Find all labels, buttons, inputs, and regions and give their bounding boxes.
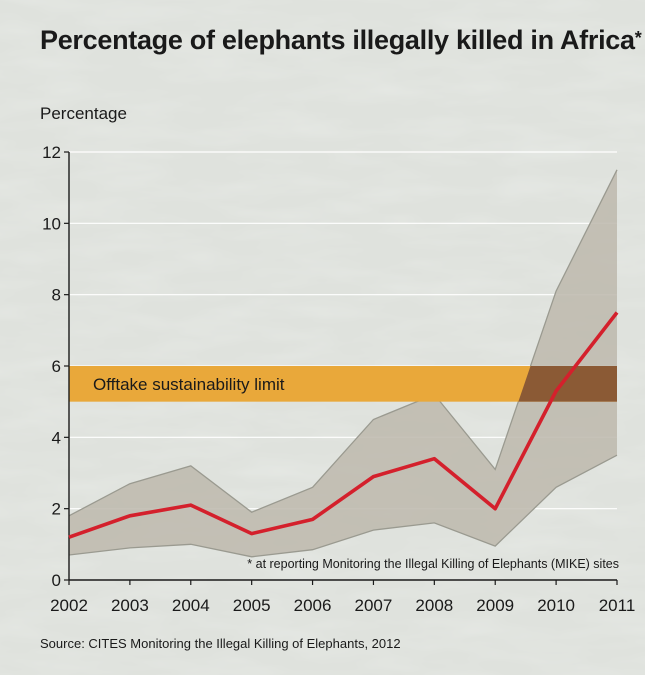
title-asterisk: * <box>634 28 642 48</box>
x-axis-ticks: 2002 2003 2004 2005 2006 2007 2008 2009 2010 2011 <box>50 580 635 615</box>
y-axis-ticks: 0 2 4 6 8 10 12 <box>42 143 69 590</box>
x-tick-label: 2006 <box>294 596 332 615</box>
x-tick-label: 2007 <box>355 596 393 615</box>
band-overlap-area <box>518 366 617 402</box>
y-tick-label: 2 <box>52 500 61 519</box>
x-tick-label: 2002 <box>50 596 88 615</box>
y-tick-label: 4 <box>52 428 61 447</box>
chart-title: Percentage of elephants illegally killed… <box>40 25 642 55</box>
x-tick-label: 2005 <box>233 596 271 615</box>
x-tick-label: 2008 <box>415 596 453 615</box>
x-tick-label: 2010 <box>537 596 575 615</box>
sustainability-limit-label: Offtake sustainability limit <box>93 375 285 394</box>
estimate-line <box>68 311 619 539</box>
source-note: Source: CITES Monitoring the Illegal Kil… <box>40 636 401 651</box>
y-tick-label: 12 <box>42 143 61 162</box>
x-tick-label: 2004 <box>172 596 210 615</box>
confidence-band-area <box>69 169 617 557</box>
footnote: * at reporting Monitoring the Illegal Ki… <box>247 557 619 571</box>
x-tick-label: 2009 <box>476 596 514 615</box>
y-tick-label: 10 <box>42 214 61 233</box>
x-tick-label: 2011 <box>599 596 636 615</box>
y-tick-label: 0 <box>52 571 61 590</box>
lower-bound-line <box>68 454 618 558</box>
y-axis-label: Percentage <box>40 104 127 123</box>
x-tick-label: 2003 <box>111 596 149 615</box>
y-tick-label: 8 <box>52 286 61 305</box>
y-tick-label: 6 <box>52 357 61 376</box>
